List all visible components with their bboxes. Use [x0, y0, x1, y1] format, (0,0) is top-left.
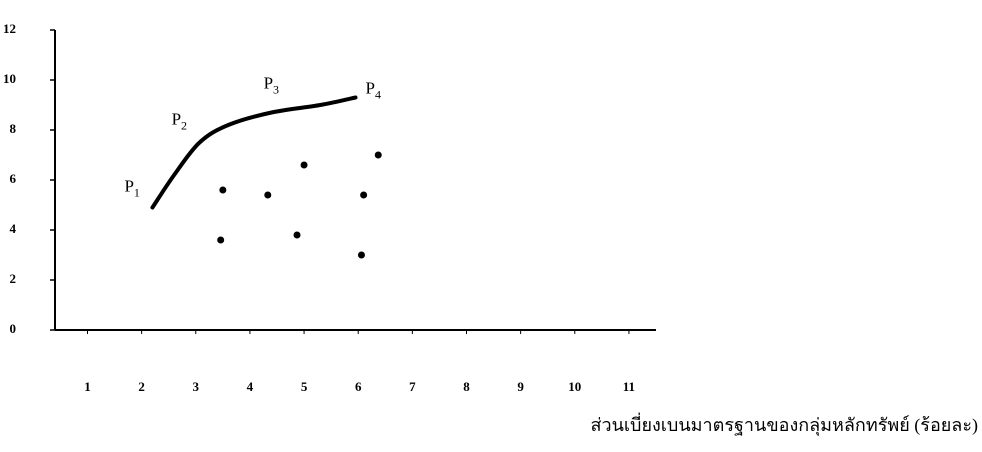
scatter-point [219, 187, 226, 194]
point-label: P3 [264, 73, 279, 96]
point-label-sub: 1 [134, 185, 140, 199]
x-tick-label: 2 [138, 379, 145, 394]
x-tick-label: 1 [84, 379, 91, 394]
x-axis-label: ส่วนเบี่ยงเบนมาตรฐานของกลุ่มหลักทรัพย์ (… [590, 412, 978, 436]
x-tick-label: 11 [623, 379, 635, 394]
y-tick-label: 8 [10, 121, 17, 136]
scatter-point [358, 252, 365, 259]
point-label-letter: P [124, 176, 133, 195]
x-tick-label: 5 [301, 379, 308, 394]
x-tick-label: 9 [517, 379, 524, 394]
point-label-letter: P [264, 73, 273, 92]
x-tick-label: 8 [463, 379, 470, 394]
scatter-point [375, 152, 382, 159]
point-label-letter: P [366, 78, 375, 97]
x-tick-label: 3 [193, 379, 200, 394]
x-tick-label: 4 [247, 379, 254, 394]
chart: ส่วนเบี่ยงเบนมาตรฐานของกลุ่มหลักทรัพย์ (… [0, 0, 982, 447]
scatter-point [264, 192, 271, 199]
y-tick-label: 0 [10, 321, 17, 336]
frontier-line [152, 98, 355, 208]
scatter-point [294, 232, 301, 239]
point-label-sub: 2 [181, 118, 187, 132]
point-label-sub: 3 [273, 82, 279, 96]
point-label-sub: 4 [375, 87, 381, 101]
y-tick-label: 10 [3, 71, 16, 86]
y-tick-label: 4 [10, 221, 17, 236]
point-label: P2 [172, 109, 187, 132]
x-tick-label: 7 [409, 379, 416, 394]
point-label-letter: P [172, 109, 181, 128]
scatter-point [217, 237, 224, 244]
x-tick-label: 6 [355, 379, 362, 394]
x-tick-label: 10 [568, 379, 581, 394]
point-label: P4 [366, 78, 381, 101]
scatter-point [360, 192, 367, 199]
scatter-point [301, 162, 308, 169]
point-label: P1 [124, 176, 139, 199]
y-tick-label: 12 [3, 21, 16, 36]
y-tick-label: 6 [10, 171, 17, 186]
y-tick-label: 2 [10, 271, 17, 286]
